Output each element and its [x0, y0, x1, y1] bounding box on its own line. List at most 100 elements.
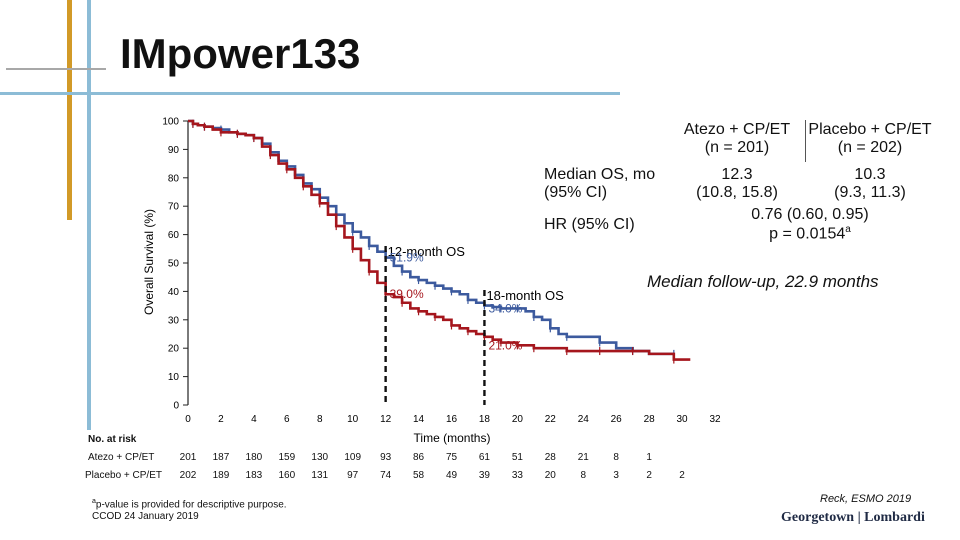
landmark-value-label: 39.0%	[390, 287, 424, 301]
footnote-sup: a	[92, 498, 96, 505]
risk-cell: 8	[580, 470, 587, 481]
risk-cell: 1	[646, 452, 652, 463]
landmark-label: 18-month OS	[486, 288, 564, 303]
risk-cell: 28	[544, 452, 556, 463]
series-line	[188, 119, 691, 361]
x-tick-label: 0	[185, 414, 191, 425]
x-tick-label: 6	[284, 414, 290, 425]
median-placebo-value: 10.3	[854, 166, 886, 183]
x-tick-label: 4	[251, 414, 257, 425]
risk-cell: 86	[413, 452, 425, 463]
median-atezo: 12.3 (10.8, 15.8)	[672, 166, 802, 202]
p-value-sup: a	[845, 224, 851, 235]
median-label: Median OS, mo (95% CI)	[544, 166, 655, 202]
ccod-date: CCOD 24 January 2019	[92, 511, 199, 522]
x-tick-label: 12	[380, 414, 392, 425]
x-tick-label: 10	[347, 414, 359, 425]
p-value: p = 0.0154	[769, 225, 846, 243]
series-lines	[188, 119, 691, 364]
header-placebo-line2: (n = 202)	[837, 139, 903, 156]
header-atezo-line1: Atezo + CP/ET	[683, 121, 791, 138]
risk-cell: 61	[478, 452, 490, 463]
risk-cell: 39	[478, 470, 490, 481]
slide-title: IMpower133	[120, 30, 361, 77]
risk-table-title: No. at risk	[88, 434, 137, 445]
landmark-value-label: 34.0%	[488, 301, 522, 315]
risk-cell: 49	[445, 470, 458, 481]
header-atezo-line2: (n = 201)	[704, 139, 770, 156]
x-tick-label: 2	[218, 414, 224, 425]
x-tick-label: 28	[644, 414, 656, 425]
header-placebo: Placebo + CP/ET (n = 202)	[800, 121, 940, 157]
footnote-text: p-value is provided for descriptive purp…	[95, 499, 287, 511]
x-tick-label: 26	[611, 414, 623, 425]
x-tick-label: 14	[413, 414, 425, 425]
median-label-line2: (95% CI)	[544, 184, 608, 201]
x-tick-label: 8	[317, 414, 323, 425]
risk-cell: 189	[212, 470, 230, 481]
annotations: 12-month OS 18-month OS 51.9% 39.0% 34.0% 21.…	[384, 244, 564, 405]
y-tick-label: 20	[168, 344, 180, 355]
risk-row-label: Atezo + CP/ET	[88, 452, 155, 463]
y-tick-label: 100	[162, 117, 179, 128]
risk-cell: 187	[212, 452, 230, 463]
risk-cell: 93	[380, 452, 392, 463]
risk-cell: 2	[646, 470, 652, 481]
risk-cell: 20	[544, 470, 556, 481]
risk-cell: 201	[179, 452, 197, 463]
median-atezo-ci: (10.8, 15.8)	[696, 184, 778, 201]
series-line	[188, 119, 674, 356]
decor-blue-bar-horizontal	[0, 92, 620, 95]
landmark-label: 12-month OS	[388, 244, 466, 259]
median-placebo: 10.3 (9.3, 11.3)	[800, 166, 940, 202]
x-tick-label: 30	[677, 414, 689, 425]
risk-cell: 97	[347, 470, 359, 481]
risk-cell: 51	[511, 452, 523, 463]
x-tick-label: 18	[479, 414, 491, 425]
hr-label: HR (95% CI)	[544, 216, 635, 233]
risk-cell: 33	[511, 470, 523, 481]
x-tick-label: 22	[545, 414, 557, 425]
risk-cell: 3	[613, 470, 619, 481]
median-label-line1: Median OS, mo	[544, 166, 656, 183]
risk-cell: 58	[413, 470, 425, 481]
x-tick-label: 24	[578, 414, 590, 425]
risk-row-label: Placebo + CP/ET	[85, 470, 162, 481]
y-ticks: 0 10 20 30 40 50 60 70 80 90 100	[162, 117, 188, 412]
logo-georgetown-lombardi: Georgetown | Lombardi	[781, 510, 925, 525]
y-tick-label: 80	[168, 173, 180, 184]
risk-cell: 130	[311, 452, 329, 463]
risk-cell: 202	[179, 470, 197, 481]
citation: Reck, ESMO 2019	[820, 493, 912, 505]
landmark-value-label: 21.0%	[488, 338, 522, 352]
risk-cell: 21	[577, 452, 589, 463]
y-tick-label: 60	[168, 230, 180, 241]
x-ticks: 0 2 4 6 8 10 12 14 16 18 20 22 24 26 28 30 32	[185, 414, 721, 425]
y-tick-label: 40	[168, 287, 180, 298]
risk-cell: 75	[445, 452, 458, 463]
y-tick-label: 10	[168, 372, 180, 383]
risk-cell: 74	[380, 470, 392, 481]
landmark-value-label: 51.9%	[390, 251, 424, 265]
x-axis-label: Time (months)	[414, 431, 491, 445]
y-tick-label: 50	[168, 259, 180, 270]
header-atezo: Atezo + CP/ET (n = 201)	[672, 121, 802, 157]
risk-cell: 2	[679, 470, 685, 481]
x-tick-label: 20	[512, 414, 524, 425]
risk-cell: 159	[278, 452, 296, 463]
decor-blue-bar-vertical	[87, 0, 91, 430]
median-atezo-value: 12.3	[721, 166, 753, 183]
x-tick-label: 32	[709, 414, 721, 425]
median-placebo-ci: (9.3, 11.3)	[834, 184, 906, 201]
risk-cell: 180	[245, 452, 263, 463]
hr-block: 0.76 (0.60, 0.95) p = 0.0154a	[700, 206, 920, 243]
median-followup: Median follow-up, 22.9 months	[647, 272, 879, 291]
y-tick-label: 0	[173, 401, 179, 412]
risk-cell: 183	[245, 470, 263, 481]
p-value-line: p = 0.0154a	[700, 224, 920, 243]
y-axis-label: Overall Survival (%)	[142, 209, 156, 315]
y-tick-label: 90	[168, 145, 180, 156]
risk-cell: 8	[613, 452, 619, 463]
header-placebo-line1: Placebo + CP/ET	[808, 121, 932, 138]
